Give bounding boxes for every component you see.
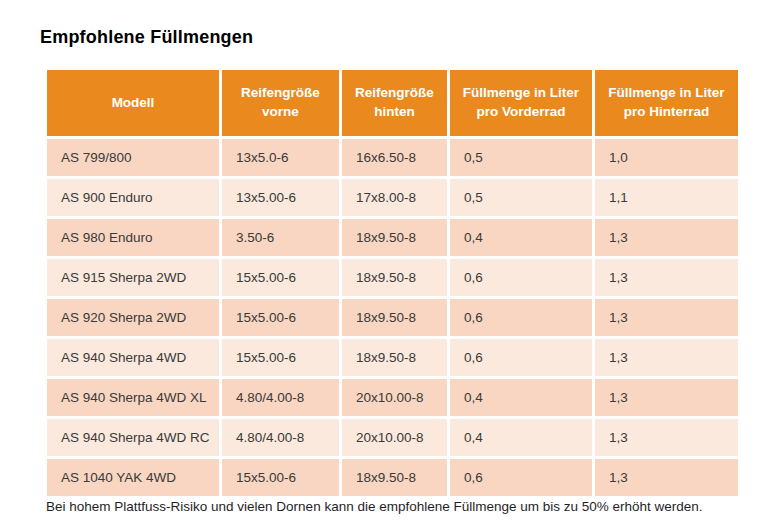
table-cell: AS 1040 YAK 4WD — [47, 459, 219, 496]
table-cell: 0,4 — [450, 379, 592, 416]
header-cell-modell: Modell — [47, 70, 219, 136]
table-cell: AS 900 Enduro — [47, 179, 219, 216]
table-cell: AS 940 Sherpa 4WD RC — [47, 419, 219, 456]
table-cell: 0,6 — [450, 459, 592, 496]
table-cell: 18x9.50-8 — [342, 459, 447, 496]
page-title: Empfohlene Füllmengen — [40, 27, 253, 48]
table-cell: AS 940 Sherpa 4WD XL — [47, 379, 219, 416]
table-cell: 0,5 — [450, 179, 592, 216]
table-cell: 0,6 — [450, 259, 592, 296]
table-cell: 20x10.00-8 — [342, 419, 447, 456]
table-cell: 13x5.00-6 — [222, 179, 339, 216]
table-cell: AS 799/800 — [47, 139, 219, 176]
header-cell-fill-front: Füllmenge in Liter pro Vorderrad — [450, 70, 592, 136]
table-cell: 4.80/4.00-8 — [222, 379, 339, 416]
table-cell: 0,5 — [450, 139, 592, 176]
table-cell: 16x6.50-8 — [342, 139, 447, 176]
table-cell: 0,4 — [450, 419, 592, 456]
table-cell: 1,3 — [595, 419, 738, 456]
table-cell: 13x5.0-6 — [222, 139, 339, 176]
header-cell-fill-rear: Füllmenge in Liter pro Hinterrad — [595, 70, 738, 136]
table-cell: 3.50-6 — [222, 219, 339, 256]
table-cell: 18x9.50-8 — [342, 299, 447, 336]
table-cell: 1,3 — [595, 259, 738, 296]
table-cell: 1,3 — [595, 379, 738, 416]
table-cell: 1,1 — [595, 179, 738, 216]
table-cell: 1,3 — [595, 219, 738, 256]
table-cell: 20x10.00-8 — [342, 379, 447, 416]
table-cell: 18x9.50-8 — [342, 219, 447, 256]
table-cell: 0,6 — [450, 339, 592, 376]
footnote-text: Bei hohem Plattfuss-Risiko und vielen Do… — [46, 499, 703, 514]
table-cell: 18x9.50-8 — [342, 339, 447, 376]
table-cell: 15x5.00-6 — [222, 339, 339, 376]
table-cell: 4.80/4.00-8 — [222, 419, 339, 456]
table-cell: 15x5.00-6 — [222, 299, 339, 336]
fill-quantity-table: Modell Reifengröße vorne Reifengröße hin… — [47, 70, 738, 496]
table-cell: AS 940 Sherpa 4WD — [47, 339, 219, 376]
table-cell: 15x5.00-6 — [222, 259, 339, 296]
table-cell: 17x8.00-8 — [342, 179, 447, 216]
table-cell: 1,3 — [595, 299, 738, 336]
header-cell-tire-rear: Reifengröße hinten — [342, 70, 447, 136]
table-cell: AS 920 Sherpa 2WD — [47, 299, 219, 336]
table-cell: AS 915 Sherpa 2WD — [47, 259, 219, 296]
table-cell: 0,6 — [450, 299, 592, 336]
table-cell: 1,0 — [595, 139, 738, 176]
header-cell-tire-front: Reifengröße vorne — [222, 70, 339, 136]
table-cell: 0,4 — [450, 219, 592, 256]
table-cell: 1,3 — [595, 459, 738, 496]
table-cell: 1,3 — [595, 339, 738, 376]
table-cell: 15x5.00-6 — [222, 459, 339, 496]
table-cell: AS 980 Enduro — [47, 219, 219, 256]
table-cell: 18x9.50-8 — [342, 259, 447, 296]
